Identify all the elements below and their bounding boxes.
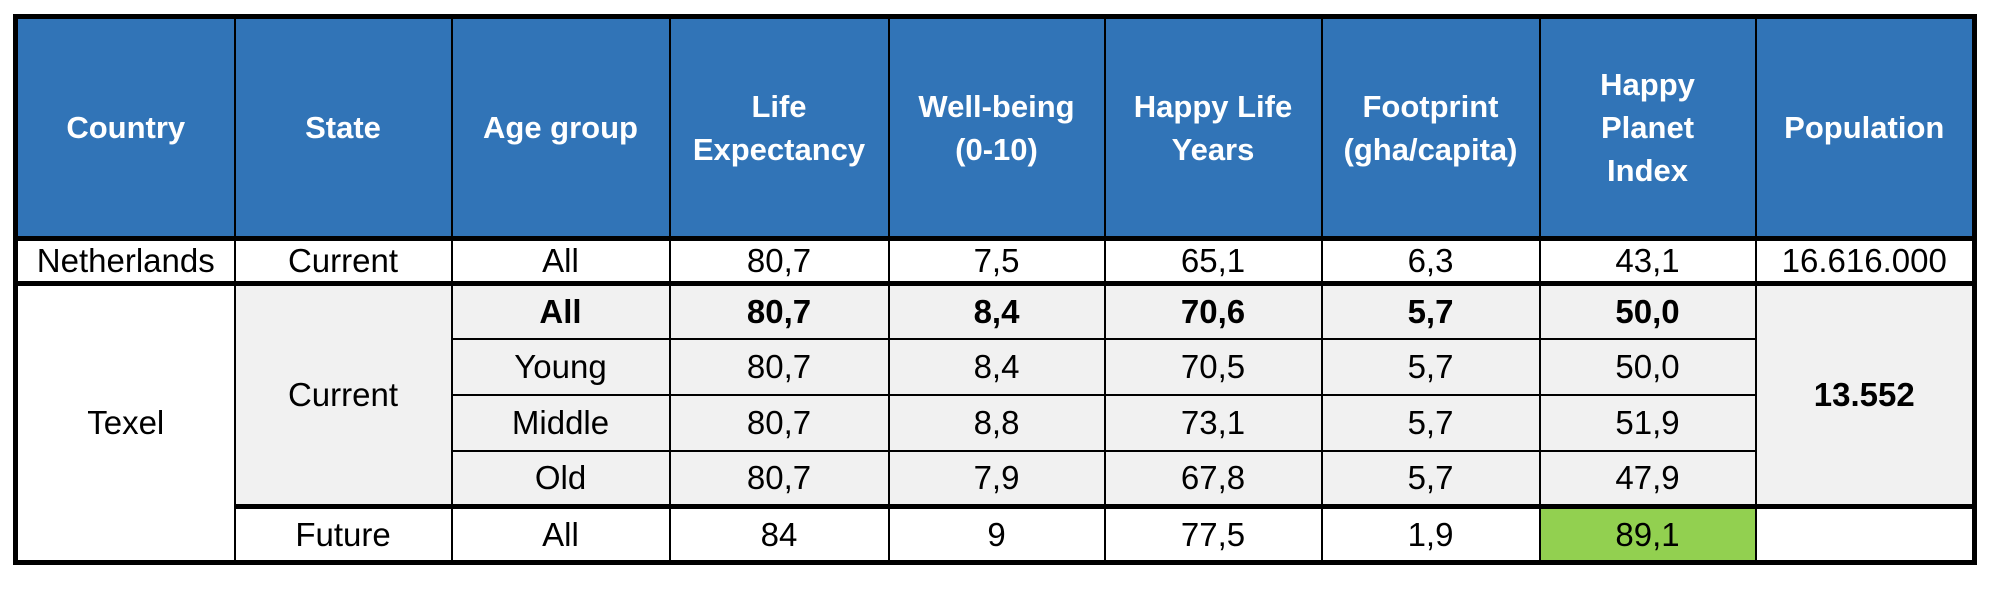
header-line: (0-10) <box>955 131 1038 167</box>
texel-young-well-being-cell: 8,4 <box>887 337 1106 396</box>
header-row: Country State Age group Life Expectancy W… <box>14 15 1976 241</box>
netherlands-age-group-cell: All <box>450 237 671 286</box>
texel-young-age-group-cell: Young <box>450 337 671 396</box>
hpi-table: Country State Age group Life Expectancy W… <box>13 14 1977 565</box>
texel-old-footprint-cell: 5,7 <box>1320 449 1541 508</box>
netherlands-happy-life-years-cell: 65,1 <box>1103 237 1323 286</box>
texel-old-happy-life-years-cell: 67,8 <box>1103 449 1323 508</box>
texel-future-happy-planet-index-cell: 89,1 <box>1538 504 1757 564</box>
texel-future-happy-life-years-cell: 77,5 <box>1103 504 1323 564</box>
texel-old-life-expectancy-cell: 80,7 <box>668 449 890 508</box>
texel-current-young-row: Young 80,7 8,4 70,5 5,7 50,0 <box>16 337 1975 396</box>
life-expectancy-column-header: Life Expectancy <box>668 15 890 241</box>
population-column-header: Population <box>1754 15 1976 241</box>
country-column-header: Country <box>14 15 236 241</box>
age-group-column-header: Age group <box>450 15 671 241</box>
texel-country-cell: Texel <box>14 282 236 564</box>
texel-young-happy-life-years-cell: 70,5 <box>1103 337 1323 396</box>
texel-population-cell: 13.552 <box>1754 282 1976 508</box>
texel-future-life-expectancy-cell: 84 <box>668 504 890 564</box>
header-line: Index <box>1607 153 1688 188</box>
texel-current-all-row: Texel Current All 80,7 8,4 70,6 5,7 50,0… <box>14 282 1976 564</box>
header-line: Happy Life <box>1133 88 1293 124</box>
texel-current-old-row: Old 80,7 7,9 67,8 5,7 47,9 <box>16 449 1975 508</box>
texel-middle-well-being-cell: 8,8 <box>887 393 1106 452</box>
texel-young-life-expectancy-cell: 80,7 <box>668 337 890 396</box>
netherlands-life-expectancy-cell: 80,7 <box>668 237 890 286</box>
texel-current-state-cell: Current <box>233 282 453 508</box>
table-header: Country State Age group Life Expectancy W… <box>14 15 1976 241</box>
texel-all-happy-planet-index-cell: 50,0 <box>1538 282 1757 340</box>
header-line: Well-being <box>918 88 1075 124</box>
netherlands-well-being-cell: 7,5 <box>887 237 1106 286</box>
footprint-column-header: Footprint (gha/capita) <box>1320 15 1541 241</box>
netherlands-row: Netherlands Current All 80,7 7,5 65,1 6,… <box>14 237 1976 286</box>
texel-all-footprint-cell: 5,7 <box>1320 282 1541 340</box>
texel-all-age-group-cell: All <box>450 282 671 340</box>
header-line: State <box>305 110 381 145</box>
netherlands-country-cell: Netherlands <box>14 237 236 286</box>
texel-future-state-cell: Future <box>233 504 453 564</box>
texel-current-middle-row: Middle 80,7 8,8 73,1 5,7 51,9 <box>16 393 1975 452</box>
netherlands-happy-planet-index-cell: 43,1 <box>1538 237 1757 286</box>
texel-future-population-cell <box>1754 504 1976 564</box>
texel-all-well-being-cell: 8,4 <box>887 282 1106 340</box>
netherlands-state-cell: Current <box>233 237 453 286</box>
texel-middle-life-expectancy-cell: 80,7 <box>668 393 890 452</box>
header-line: Country <box>66 110 186 145</box>
netherlands-footprint-cell: 6,3 <box>1320 237 1541 286</box>
header-line: Population <box>1784 110 1945 145</box>
happy-life-years-column-header: Happy Life Years <box>1103 15 1323 241</box>
texel-middle-footprint-cell: 5,7 <box>1320 393 1541 452</box>
texel-middle-happy-life-years-cell: 73,1 <box>1103 393 1323 452</box>
texel-future-age-group-cell: All <box>450 504 671 564</box>
header-line: Planet <box>1600 110 1695 145</box>
state-column-header: State <box>233 15 453 241</box>
texel-all-happy-life-years-cell: 70,6 <box>1103 282 1323 340</box>
header-line: (gha/capita) <box>1343 131 1518 167</box>
texel-young-footprint-cell: 5,7 <box>1320 337 1541 396</box>
texel-future-well-being-cell: 9 <box>887 504 1106 564</box>
header-line: Happy <box>1600 67 1695 102</box>
texel-middle-happy-planet-index-cell: 51,9 <box>1538 393 1757 452</box>
texel-future-footprint-cell: 1,9 <box>1320 504 1541 564</box>
netherlands-population-cell: 16.616.000 <box>1754 237 1976 286</box>
table-body: Netherlands Current All 80,7 7,5 65,1 6,… <box>14 237 1976 564</box>
well-being-column-header: Well-being (0-10) <box>887 15 1106 241</box>
texel-all-life-expectancy-cell: 80,7 <box>668 282 890 340</box>
hpi-table-container: Country State Age group Life Expectancy W… <box>13 14 1977 565</box>
happy-planet-index-column-header: Happy Planet Index <box>1538 15 1757 241</box>
texel-young-happy-planet-index-cell: 50,0 <box>1538 337 1757 396</box>
texel-old-well-being-cell: 7,9 <box>887 449 1106 508</box>
texel-future-row: Future All 84 9 77,5 1,9 89,1 <box>16 504 1976 564</box>
texel-old-happy-planet-index-cell: 47,9 <box>1538 449 1757 508</box>
header-line: Life <box>751 88 807 124</box>
header-line: Age group <box>483 110 638 145</box>
header-line: Footprint <box>1362 88 1499 124</box>
header-line: Expectancy <box>692 131 866 167</box>
header-line: Years <box>1171 131 1255 167</box>
texel-middle-age-group-cell: Middle <box>450 393 671 452</box>
texel-old-age-group-cell: Old <box>450 449 671 508</box>
